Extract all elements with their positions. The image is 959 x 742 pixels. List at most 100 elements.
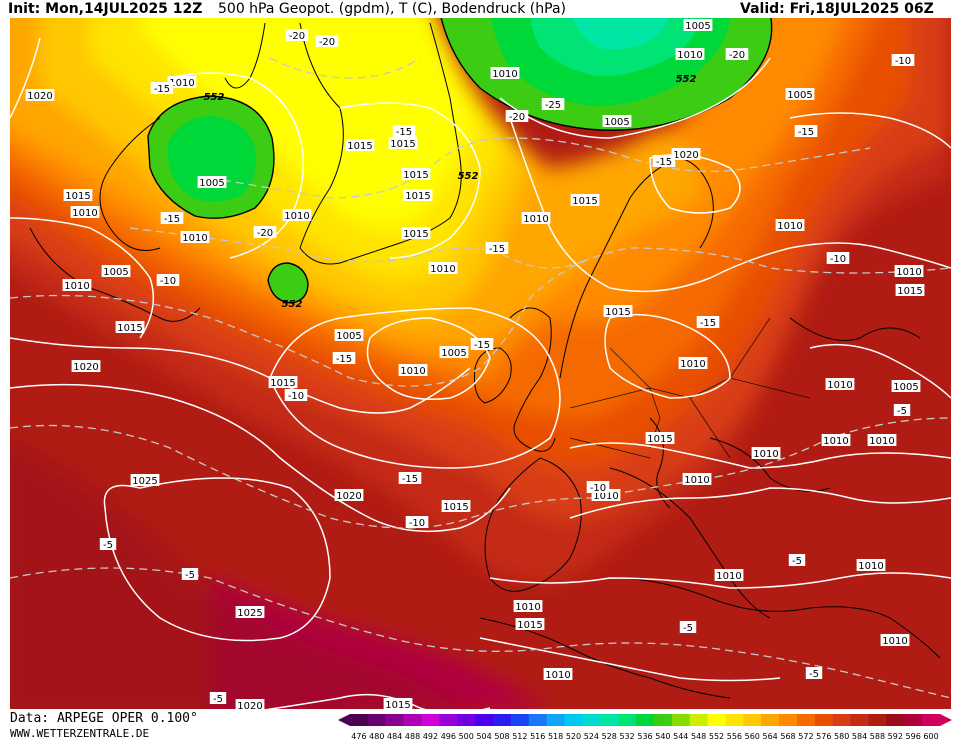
temp-label-box	[150, 82, 174, 94]
legend-swatch	[779, 714, 798, 726]
legend-level-label: 584	[852, 732, 867, 741]
legend-swatch	[850, 714, 869, 726]
pressure-label: 1020	[237, 701, 262, 709]
pressure-label-box	[714, 569, 744, 581]
legend-level-label: 568	[780, 732, 795, 741]
pressure-label: 1015	[403, 170, 428, 181]
legend-level-label: 524	[584, 732, 599, 741]
legend-level-label: 576	[816, 732, 831, 741]
legend-level-label: 600	[923, 732, 938, 741]
pressure-label-box	[678, 357, 708, 369]
temp-label: -20	[319, 37, 335, 48]
pressure-label: 1025	[132, 476, 157, 487]
pressure-label-box	[821, 434, 851, 446]
pressure-label: 1010	[182, 233, 207, 244]
pressure-label-box	[751, 447, 781, 459]
temp-label-box	[652, 155, 676, 167]
pressure-label: 1015	[647, 434, 672, 445]
map-footer: Data: ARPEGE OPER 0.100° WWW.WETTERZENTR…	[0, 709, 959, 741]
pressure-label: 1015	[403, 229, 428, 240]
pressure-label: 1010	[169, 78, 194, 89]
pressure-label-box	[856, 559, 886, 571]
legend-swatch	[707, 714, 726, 726]
temp-label: -15	[656, 157, 672, 168]
legend-swatch	[653, 714, 673, 726]
legend-arrow-right	[940, 714, 952, 726]
temp-label: -15	[336, 354, 352, 365]
pressure-label: 1010	[430, 264, 455, 275]
geopotential-labels: 552 552 552 552	[204, 74, 697, 310]
legend-level-label: 528	[602, 732, 617, 741]
pressure-label-box	[602, 115, 632, 127]
isotherms	[10, 57, 951, 699]
legend-swatch	[618, 714, 637, 726]
legend-swatch	[922, 714, 941, 726]
pressure-label: 1010	[882, 636, 907, 647]
pressure-label-box	[25, 89, 55, 101]
legend-level-label: 492	[423, 732, 438, 741]
legend-level-label: 588	[870, 732, 885, 741]
pressure-label: 1015	[605, 307, 630, 318]
temp-label: -15	[700, 318, 716, 329]
pressure-label: 1015	[517, 620, 542, 631]
temperature-labels: -20 -20 -15 -15 -20 -10 -15 -20 -25 -20 -10 -15 -15 -…	[99, 29, 915, 705]
temp-label-box	[160, 212, 184, 224]
legend-level-label: 592	[888, 732, 903, 741]
pressure-label-box	[401, 168, 431, 180]
temp-label-box	[893, 404, 911, 416]
legend-level-label: 520	[566, 732, 581, 741]
pressure-label: 1005	[685, 21, 710, 32]
temp-label: -15	[154, 84, 170, 95]
legend-level-label: 536	[637, 732, 652, 741]
pressure-label: 1010	[400, 366, 425, 377]
geo-label: 552	[458, 171, 479, 182]
pressure-label: 1010	[684, 475, 709, 486]
pressure-label-box	[683, 19, 713, 31]
temp-label-box	[284, 389, 308, 401]
pressure-label: 1010	[492, 69, 517, 80]
pressure-label-box	[515, 618, 545, 630]
pressure-label: 1005	[336, 331, 361, 342]
legend-swatch	[904, 714, 923, 726]
temp-label-box	[332, 352, 356, 364]
temp-label-box	[470, 338, 494, 350]
pressure-label: 1020	[73, 362, 98, 373]
pressure-label: 1015	[572, 196, 597, 207]
temp-label-box	[586, 481, 610, 493]
temp-label: -5	[897, 406, 907, 417]
pressure-label-box	[891, 380, 921, 392]
legend-level-label: 556	[727, 732, 742, 741]
init-time: Init: Mon,14JUL2025 12Z	[8, 1, 203, 17]
pressure-label: 1015	[443, 502, 468, 513]
temp-label-box	[253, 226, 277, 238]
country-borders	[569, 317, 811, 459]
pressure-label-box	[521, 212, 551, 224]
pressure-label-box	[675, 48, 705, 60]
pressure-label: 1015	[65, 191, 90, 202]
pressure-label: 1010	[284, 211, 309, 222]
legend-level-label: 484	[387, 732, 402, 741]
pressure-label-box	[490, 67, 520, 79]
pressure-label: 1015	[390, 139, 415, 150]
temp-label: -5	[792, 556, 802, 567]
weather-map: 1020 1010 1005 1015 1010 1010 1005 1010 1015 1020…	[10, 18, 951, 709]
pressure-label: 1020	[336, 491, 361, 502]
legend-swatch	[636, 714, 655, 726]
temp-label: -10	[895, 56, 911, 67]
temp-label-box	[725, 48, 749, 60]
temp-label-box	[405, 516, 429, 528]
legend-swatch	[457, 714, 476, 726]
pressure-label-box	[895, 284, 925, 296]
temp-label: -20	[289, 31, 305, 42]
legend-swatch	[743, 714, 762, 726]
legend-level-label: 552	[709, 732, 724, 741]
legend-swatch	[832, 714, 852, 726]
legend-swatch	[403, 714, 423, 726]
temp-label: -25	[545, 100, 561, 111]
temp-label-box	[826, 252, 850, 264]
legend-level-label: 560	[745, 732, 760, 741]
legend-swatch	[385, 714, 405, 726]
temp-label-box	[156, 274, 180, 286]
pressure-label-box	[63, 189, 93, 201]
pressure-label: 1015	[385, 700, 410, 709]
